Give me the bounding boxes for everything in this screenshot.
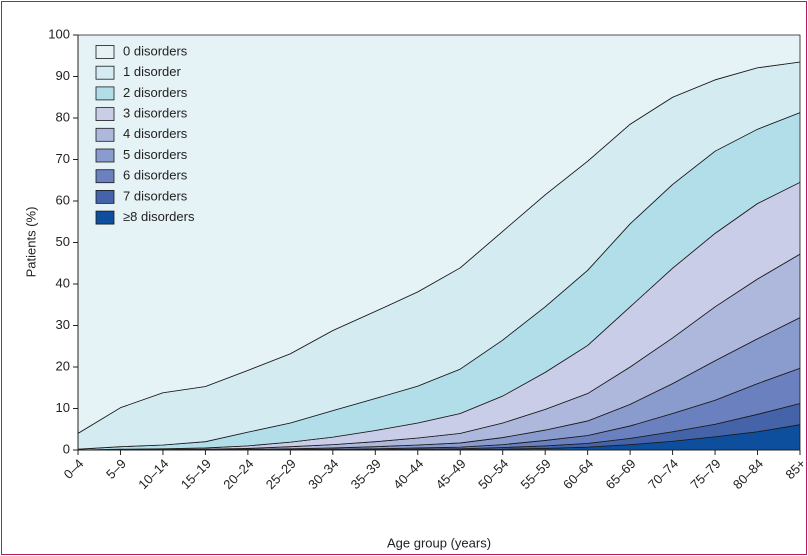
legend-label: 5 disorders — [123, 147, 188, 162]
y-tick-label: 30 — [56, 317, 70, 332]
legend-label: 4 disorders — [123, 126, 188, 141]
y-tick-label: 40 — [56, 275, 70, 290]
legend-swatch — [95, 45, 115, 59]
legend-label: 0 disorders — [123, 43, 188, 58]
legend-swatch — [95, 127, 115, 142]
legend-swatch — [95, 107, 115, 121]
legend-swatch — [95, 65, 115, 80]
legend-label: 3 disorders — [123, 106, 188, 121]
y-tick-label: 80 — [56, 109, 70, 124]
legend-swatch — [95, 86, 115, 101]
y-tick-label: 20 — [56, 358, 70, 373]
x-axis-label: Age group (years) — [387, 535, 491, 550]
legend-label: 2 disorders — [123, 85, 188, 100]
legend-swatch — [95, 210, 115, 225]
legend-label: ≥8 disorders — [123, 209, 195, 224]
y-tick-label: 50 — [56, 234, 70, 249]
area — [77, 34, 801, 434]
legend-label: 1 disorder — [123, 64, 181, 79]
legend-swatch — [95, 189, 115, 204]
y-axis-label: Patients (%) — [23, 207, 38, 278]
y-tick-label: 0 — [63, 441, 70, 456]
legend-swatch — [95, 169, 115, 184]
legend-label: 6 disorders — [123, 168, 188, 183]
legend-swatch — [95, 148, 115, 163]
y-tick-label: 70 — [56, 151, 70, 166]
y-tick-label: 90 — [56, 68, 70, 83]
legend-label: 7 disorders — [123, 188, 188, 203]
y-tick-label: 100 — [48, 26, 70, 41]
y-tick-label: 10 — [56, 400, 70, 415]
y-tick-label: 60 — [56, 192, 70, 207]
